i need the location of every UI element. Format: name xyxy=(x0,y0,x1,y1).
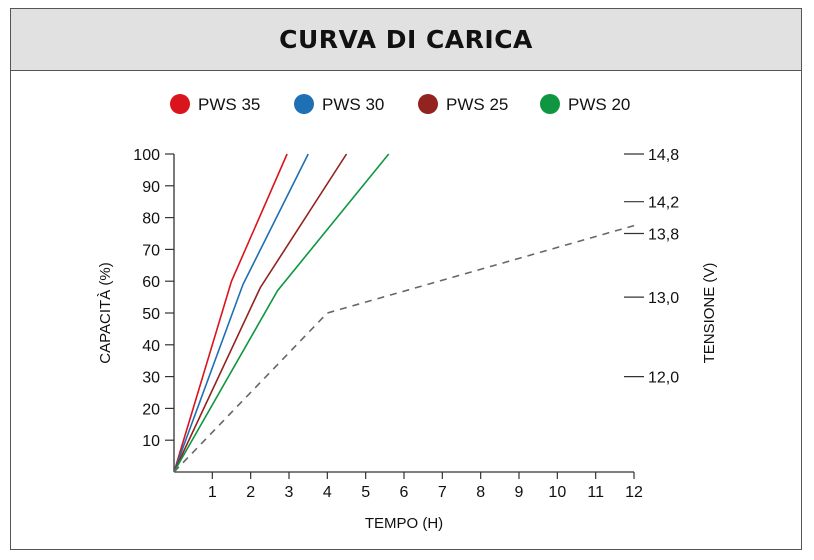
x-tick-label: 8 xyxy=(476,484,485,501)
axes xyxy=(173,154,634,473)
x-tick-label: 6 xyxy=(400,484,409,501)
legend-item: PWS 30 xyxy=(294,94,384,114)
series-line xyxy=(173,153,309,473)
y-tick-label: 50 xyxy=(142,306,160,323)
legend-item: PWS 20 xyxy=(540,94,630,114)
y-tick-label: 30 xyxy=(142,370,160,387)
x-tick-label: 5 xyxy=(361,484,370,501)
y-tick-label: 40 xyxy=(142,338,160,355)
series-line xyxy=(173,153,390,473)
y2-tick-label: 13,8 xyxy=(648,227,679,244)
x-tick-label: 4 xyxy=(323,484,332,501)
legend-item: PWS 25 xyxy=(418,94,508,114)
y-tick-label: 10 xyxy=(142,433,160,450)
series-lines xyxy=(173,153,635,473)
chart-header: CURVA DI CARICA xyxy=(11,9,801,71)
x-tick-label: 9 xyxy=(515,484,524,501)
y2-ticks: 12,0 13,0 13,8 14,2 14,8 xyxy=(624,147,679,387)
x-tick-label: 3 xyxy=(285,484,294,501)
legend-marker xyxy=(294,94,314,114)
y-axis-label: CAPACITÀ (%) xyxy=(97,262,114,363)
series-line xyxy=(173,153,348,473)
y2-tick-label: 14,2 xyxy=(648,195,679,212)
y-tick-label: 80 xyxy=(142,211,160,228)
x-tick-label: 11 xyxy=(587,484,604,501)
y2-tick-label: 12,0 xyxy=(648,370,679,387)
y-tick-label: 20 xyxy=(142,401,160,418)
legend-item: PWS 35 xyxy=(170,94,260,114)
y-tick-label: 100 xyxy=(133,147,160,164)
legend-marker xyxy=(418,94,438,114)
legend-label: PWS 25 xyxy=(446,95,508,114)
chart-title: CURVA DI CARICA xyxy=(279,25,533,54)
legend-label: PWS 35 xyxy=(198,95,260,114)
y-tick-label: 70 xyxy=(142,242,160,259)
y2-tick-label: 13,0 xyxy=(648,290,679,307)
y-tick-label: 90 xyxy=(142,179,160,196)
legend-marker xyxy=(170,94,190,114)
y-ticks: 10 20 30 40 50 60 70 80 90 100 xyxy=(133,147,174,450)
legend-marker xyxy=(540,94,560,114)
voltage-line xyxy=(173,224,635,473)
y2-tick-label: 14,8 xyxy=(648,147,679,164)
x-tick-label: 12 xyxy=(625,484,643,501)
x-tick-label: 1 xyxy=(208,484,217,501)
legend: PWS 35 PWS 30 PWS 25 PWS 20 xyxy=(170,94,630,114)
x-tick-label: 2 xyxy=(246,484,255,501)
series-line xyxy=(173,153,288,473)
x-tick-label: 10 xyxy=(548,484,566,501)
legend-label: PWS 20 xyxy=(568,95,630,114)
legend-label: PWS 30 xyxy=(322,95,384,114)
y-tick-label: 60 xyxy=(142,274,160,291)
x-axis-label: TEMPO (H) xyxy=(365,515,443,532)
x-ticks: 1 2 3 4 5 6 7 8 9 10 11 12 xyxy=(208,472,643,501)
chart-frame: CURVA DI CARICA xyxy=(10,8,802,550)
y2-axis-label: TENSIONE (V) xyxy=(701,263,718,364)
x-tick-label: 7 xyxy=(438,484,447,501)
